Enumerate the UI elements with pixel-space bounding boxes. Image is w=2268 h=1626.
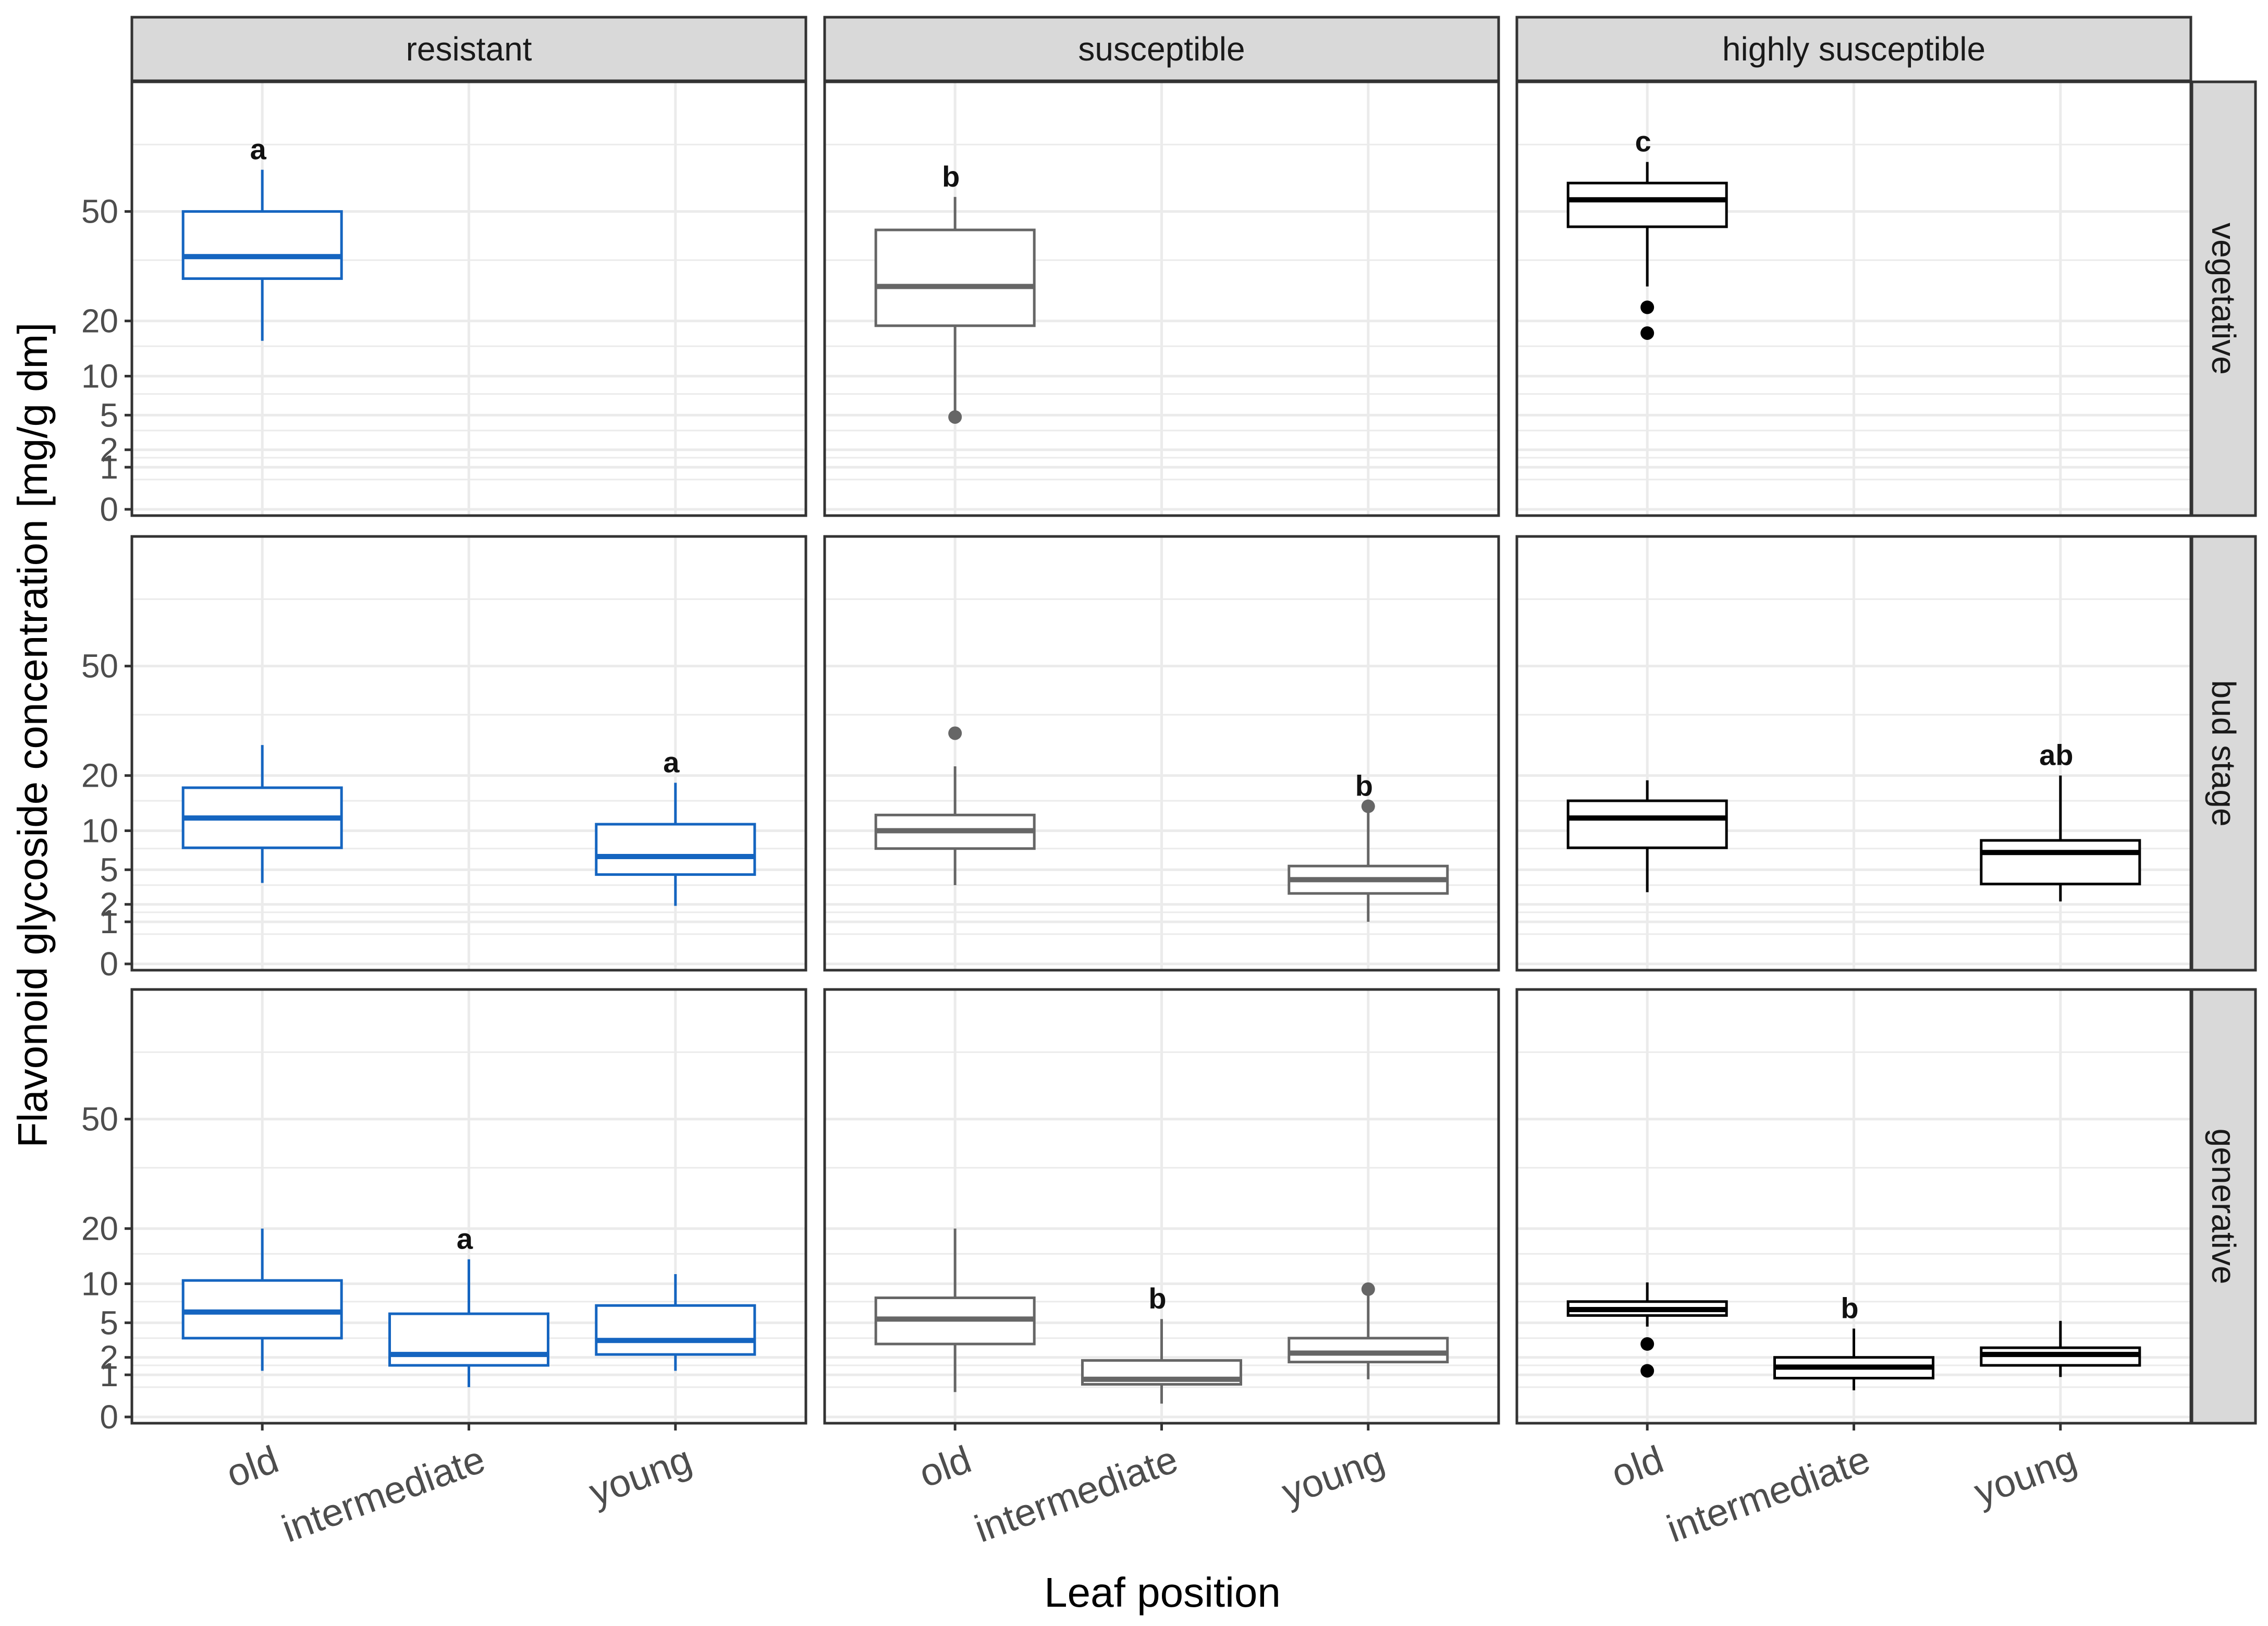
row-strip-label-vegetative: vegetative [2205,223,2242,375]
outlier-point [1640,326,1654,340]
y-tick-label: 20 [81,302,118,340]
y-tick-label: 5 [100,1304,118,1341]
boxplot-panel-generative-highly-susceptible: b [1566,1282,2141,1390]
y-tick-label: 0 [100,491,118,528]
row-strip-label-generative: generative [2205,1129,2242,1285]
column-strip-label-highly-susceptible: highly susceptible [1722,30,1985,68]
row-strip [2190,535,2257,972]
panel-border [130,535,807,972]
strip-layer: resistant susceptible highly susceptible ve… [130,16,2257,1425]
y-tick-label: 2 [100,431,118,469]
panel-border [823,535,1500,972]
outlier-point [1361,1282,1375,1296]
y-tick-label: 1 [100,903,118,940]
boxplot-panel-bud-stage-susceptible: b [874,726,1449,922]
y-tick-label: 5 [100,851,118,888]
outlier-point [1640,300,1654,314]
significance-label: c [1635,125,1651,158]
row-strip [2190,80,2257,517]
box-iqr [595,823,756,876]
box-iqr [595,1304,756,1356]
box-iqr [1566,799,1728,849]
significance-label: ab [2039,739,2073,772]
y-tick-label: 20 [81,1210,118,1248]
column-strip [130,16,807,82]
boxplot-panel-vegetative-highly-susceptible: c [1566,125,1728,340]
row-strip-label-bud-stage: bud stage [2205,680,2242,826]
boxplot-panel-generative-resistant: a [181,1222,756,1387]
y-tick-label: 2 [100,886,118,923]
column-strip [1515,16,2192,82]
box-iqr [1566,181,1728,228]
y-tick-label: 2 [100,1339,118,1376]
outlier-point [948,726,962,740]
significance-label: a [250,133,267,166]
significance-label: b [1148,1282,1166,1315]
y-tick-label: 20 [81,757,118,794]
box-iqr [1288,1337,1449,1364]
y-tick-label: 50 [81,193,118,230]
boxplot-panel-vegetative-resistant: a [181,133,343,341]
boxplot-panel-bud-stage-highly-susceptible: ab [1566,739,2141,902]
significance-label: b [1841,1292,1858,1325]
y-tick-label: 5 [100,396,118,434]
box-iqr [388,1312,549,1367]
y-tick-label: 50 [81,1101,118,1138]
y-tick-label: 0 [100,945,118,983]
x-axis-title: Leaf position [1044,1569,1281,1616]
significance-label: a [457,1222,473,1255]
outlier-point [948,410,962,424]
row-strip [2190,988,2257,1425]
y-tick-label: 50 [81,647,118,685]
y-tick-label: 1 [100,1356,118,1393]
box-iqr [181,1279,343,1340]
significance-label: a [663,745,680,778]
y-tick-label: 0 [100,1398,118,1436]
column-strip-label-resistant: resistant [406,30,532,68]
y-tick-label: 10 [81,1265,118,1302]
significance-label: b [1355,769,1373,802]
y-axis-title: Flavonoid glycoside concentration [mg/g … [9,322,56,1147]
y-tick-label: 10 [81,812,118,849]
y-tick-label: 10 [81,357,118,395]
outlier-point [1640,1364,1654,1378]
y-tick-label: 1 [100,448,118,486]
box-iqr [874,228,1036,327]
boxplot-panel-generative-susceptible: b [874,1228,1449,1404]
outlier-point [1640,1337,1654,1351]
box-iqr [1980,839,2141,886]
column-strip-label-susceptible: susceptible [1078,30,1245,68]
box-iqr [181,210,343,280]
column-strip [823,16,1500,82]
significance-label: b [942,160,960,193]
boxplot-panel-vegetative-susceptible: b [874,160,1036,424]
outlier-point [1361,799,1375,813]
grid-layer [132,82,2191,1423]
boxplot-panel-bud-stage-resistant: a [181,745,756,906]
